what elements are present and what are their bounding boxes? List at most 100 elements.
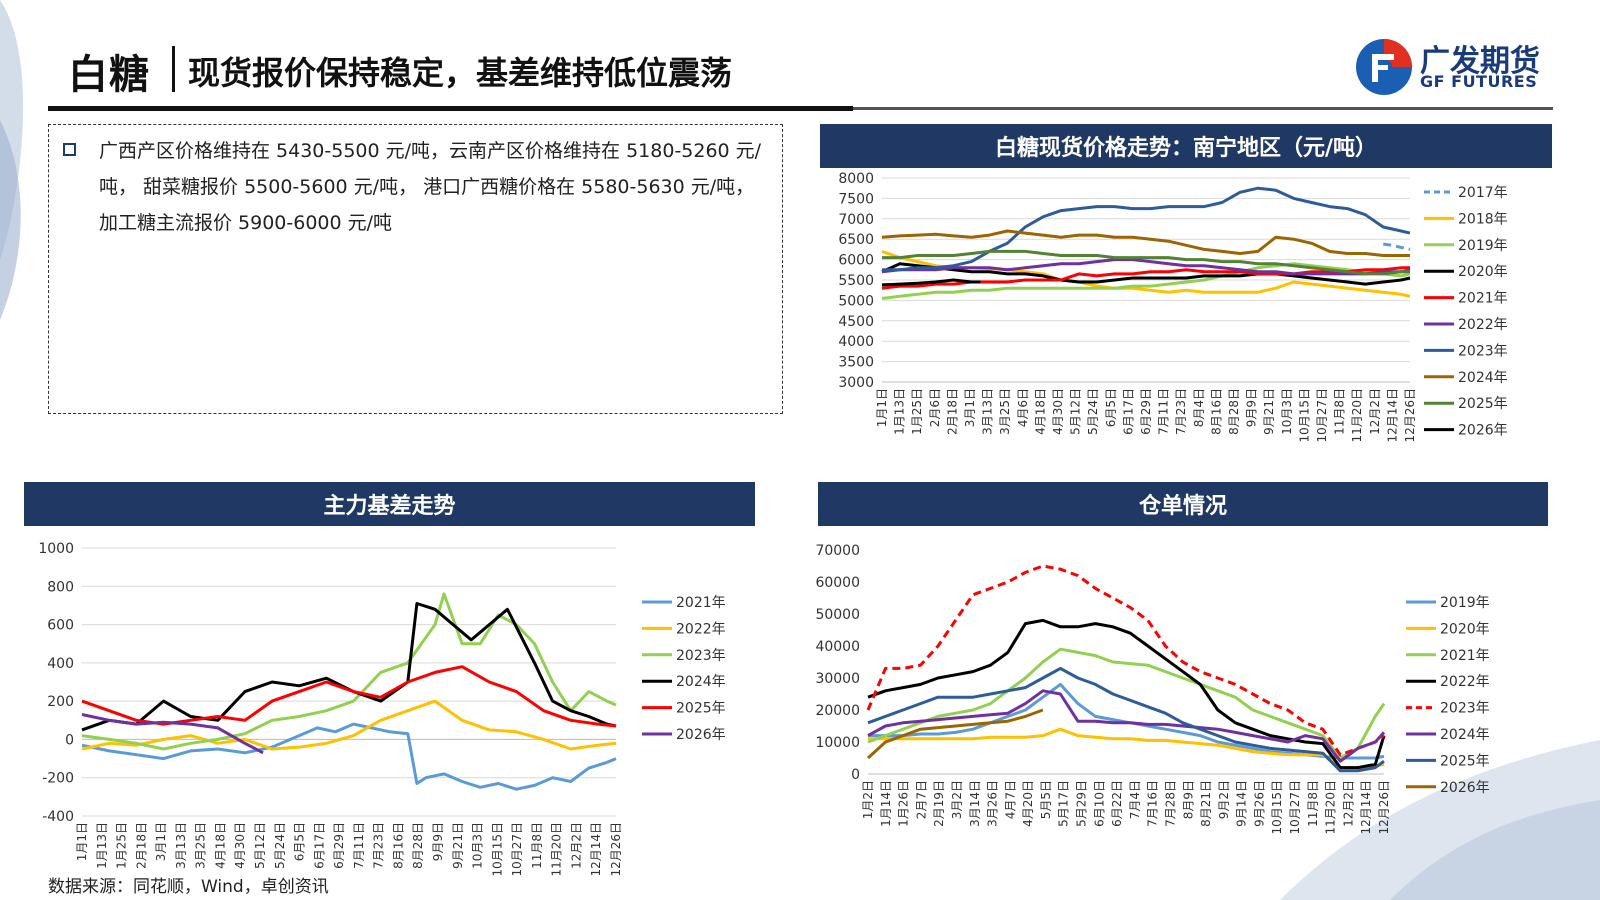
x-tick-label: 8月21日 (1199, 780, 1213, 827)
series-line-2022年 (867, 618, 1386, 770)
page-subtitle: 现货报价保持稳定，基差维持低位震荡 (188, 54, 733, 92)
x-tick-label: 2月7日 (914, 780, 928, 819)
x-tick-label: 7月16日 (1146, 780, 1160, 827)
series-line-2026年 (866, 708, 1044, 760)
y-tick-label: 5500 (838, 273, 874, 289)
x-tick-label: 1月2日 (861, 780, 875, 819)
x-tick-label: 6月29日 (332, 822, 346, 869)
x-tick-label: 1月1日 (875, 388, 889, 427)
x-tick-label: 3月14日 (968, 780, 982, 827)
x-tick-label: 3月1日 (963, 388, 977, 427)
series-line-2026年 (881, 278, 981, 287)
title-divider (172, 46, 175, 92)
x-tick-label: 5月5日 (1039, 780, 1053, 819)
y-tick-label: 0 (851, 767, 860, 783)
x-tick-label: 3月25日 (194, 822, 208, 869)
y-tick-label: 10000 (815, 735, 860, 751)
x-tick-label: 12月14日 (589, 822, 603, 877)
y-tick-label: 20000 (815, 703, 860, 719)
x-tick-label: 2月19日 (932, 780, 946, 827)
x-tick-label: 8月9日 (1181, 780, 1195, 819)
x-tick-label: 8月4日 (1192, 388, 1206, 427)
x-tick-label: 7月28日 (1163, 780, 1177, 827)
x-tick-label: 10月27日 (1315, 388, 1329, 443)
y-tick-label: 4000 (838, 334, 874, 350)
x-tick-label: 1月14日 (879, 780, 893, 827)
x-tick-label: 10月3日 (1280, 388, 1294, 435)
legend-label: 2021年 (1458, 291, 1508, 307)
x-tick-label: 7月11日 (352, 822, 366, 869)
basis-chart: -400 -200 0 200 400 600 800 1000 1月1日 1月13日 1月25日 2… (38, 541, 726, 877)
x-tick-label: 4月7日 (1003, 780, 1017, 819)
y-tick-label: 6500 (838, 232, 874, 248)
legend-label: 2023年 (1458, 343, 1508, 359)
x-tick-label: 7月4日 (1128, 780, 1142, 819)
x-tick-label: 9月9日 (431, 822, 445, 861)
x-tick-label: 6月29日 (1139, 388, 1153, 435)
y-tick-label: 1000 (38, 541, 74, 557)
x-tick-label: 12月26日 (1377, 780, 1391, 835)
x-tick-label: 1月25日 (115, 822, 129, 869)
legend-label: 2024年 (1440, 727, 1490, 743)
legend-label: 2020年 (1440, 621, 1490, 637)
x-tick-label: 10月15日 (1270, 780, 1284, 835)
x-tick-label: 1月13日 (95, 822, 109, 869)
legend-label: 2022年 (1440, 674, 1490, 690)
x-tick-label: 5月12日 (1069, 388, 1083, 435)
legend-label: 2021年 (676, 595, 726, 611)
warrant-chart-title: 仓单情况 (818, 482, 1548, 526)
series-line-2025年 (867, 666, 1385, 773)
x-tick-label: 9月26日 (1252, 780, 1266, 827)
series-line-2024年 (81, 602, 617, 732)
legend-label: 2025年 (1440, 753, 1490, 769)
x-tick-label: 2月6日 (928, 388, 942, 427)
x-tick-label: 8月16日 (391, 822, 405, 869)
page-title: 白糖 (68, 52, 150, 98)
x-tick-label: 9月14日 (1235, 780, 1249, 827)
y-tick-label: 7500 (838, 191, 874, 207)
x-tick-label: 3月13日 (174, 822, 188, 869)
series-line-2024年 (881, 229, 1410, 257)
series-line-2023年 (81, 592, 617, 751)
y-tick-label: 30000 (815, 671, 860, 687)
y-tick-label: 0 (65, 732, 74, 748)
series-line-2020年 (881, 262, 1411, 286)
y-tick-label: 50000 (815, 607, 860, 623)
x-tick-label: 12月2日 (1368, 388, 1382, 435)
x-tick-label: 6月17日 (312, 822, 326, 869)
series-line-2019年 (868, 682, 1385, 760)
legend-label: 2019年 (1458, 238, 1508, 254)
legend-label: 2019年 (1440, 595, 1490, 611)
y-tick-label: 200 (47, 694, 74, 710)
x-tick-label: 12月26日 (609, 822, 623, 877)
x-tick-label: 3月2日 (950, 780, 964, 819)
y-tick-label: 40000 (815, 639, 860, 655)
x-tick-label: 3月26日 (986, 780, 1000, 827)
y-tick-label: 8000 (838, 171, 874, 187)
y-tick-label: 4500 (838, 314, 874, 330)
x-tick-label: 5月24日 (1086, 388, 1100, 435)
y-tick-label: -200 (42, 771, 74, 787)
x-tick-label: 6月10日 (1092, 780, 1106, 827)
x-tick-label: 8月28日 (1227, 388, 1241, 435)
series-line-2021年 (867, 647, 1386, 760)
x-tick-label: 11月8日 (1306, 780, 1320, 827)
x-tick-label: 3月25日 (998, 388, 1012, 435)
x-tick-label: 4月18日 (1033, 388, 1047, 435)
logo-text-en: GF FUTURES (1420, 72, 1538, 91)
gf-futures-logo (1356, 39, 1412, 95)
decorative-swoosh-right (1280, 740, 1600, 900)
x-tick-label: 12月14日 (1359, 780, 1373, 835)
x-tick-label: 7月11日 (1157, 388, 1171, 435)
y-tick-label: 3500 (838, 355, 874, 371)
x-tick-label: 4月6日 (1016, 388, 1030, 427)
x-tick-label: 4月20日 (1021, 780, 1035, 827)
x-tick-label: 5月17日 (1057, 780, 1071, 827)
x-tick-label: 10月15日 (490, 822, 504, 877)
x-tick-label: 12月2日 (569, 822, 583, 869)
x-tick-label: 9月9日 (1245, 388, 1259, 427)
x-tick-label: 6月5日 (1104, 388, 1118, 427)
x-tick-label: 4月30日 (1051, 388, 1065, 435)
series-line-2017年 (1382, 242, 1411, 251)
x-tick-label: 6月5日 (293, 822, 307, 861)
